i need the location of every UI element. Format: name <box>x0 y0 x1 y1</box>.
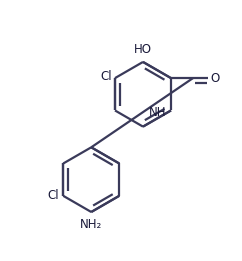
Text: NH: NH <box>149 106 166 119</box>
Text: Cl: Cl <box>101 69 112 82</box>
Text: HO: HO <box>134 43 152 56</box>
Text: NH₂: NH₂ <box>80 218 102 231</box>
Text: O: O <box>211 72 220 85</box>
Text: Cl: Cl <box>47 189 59 202</box>
